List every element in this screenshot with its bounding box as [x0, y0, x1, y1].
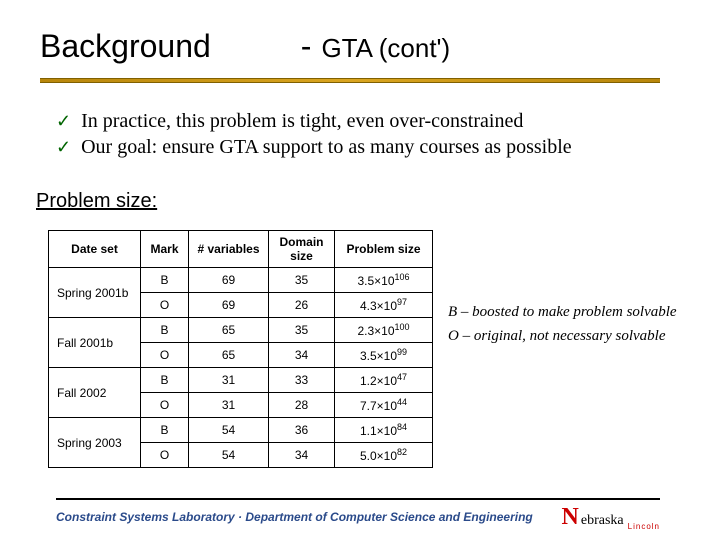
cell-dataset: Spring 2003 [49, 418, 141, 468]
th-dataset: Date set [49, 231, 141, 268]
cell-vars: 54 [189, 443, 269, 468]
cell-domain: 35 [269, 318, 335, 343]
cell-dataset: Fall 2001b [49, 318, 141, 368]
th-domain: Domain size [269, 231, 335, 268]
th-psize: Problem size [335, 231, 433, 268]
data-table: Date set Mark # variables Domain size Pr… [48, 230, 433, 468]
cell-domain: 34 [269, 343, 335, 368]
table-row: Fall 2001bB65352.3×10100 [49, 318, 433, 343]
cell-vars: 65 [189, 318, 269, 343]
checkmark-icon: ✓ [56, 110, 71, 133]
cell-vars: 69 [189, 293, 269, 318]
cell-domain: 26 [269, 293, 335, 318]
logo-text: ebraska [581, 513, 624, 529]
bullet-item: ✓ Our goal: ensure GTA support to as man… [56, 134, 690, 160]
cell-psize: 3.5×1099 [335, 343, 433, 368]
logo-lincoln: Lincoln [628, 522, 660, 531]
title-dash: - [301, 28, 312, 65]
cell-psize: 1.2×1047 [335, 368, 433, 393]
legend-b: B – boosted to make problem solvable [448, 300, 677, 324]
cell-domain: 36 [269, 418, 335, 443]
cell-psize: 2.3×10100 [335, 318, 433, 343]
footer-divider [56, 498, 660, 500]
legend-o: O – original, not necessary solvable [448, 324, 677, 348]
cell-domain: 33 [269, 368, 335, 393]
cell-mark: B [141, 418, 189, 443]
cell-mark: B [141, 268, 189, 293]
bullet-item: ✓ In practice, this problem is tight, ev… [56, 108, 690, 134]
bullet-list: ✓ In practice, this problem is tight, ev… [56, 108, 690, 160]
title-underline [40, 78, 660, 83]
bullet-text: In practice, this problem is tight, even… [81, 108, 523, 134]
section-label: Problem size: [36, 190, 157, 213]
cell-mark: B [141, 318, 189, 343]
checkmark-icon: ✓ [56, 136, 71, 159]
title-sub: GTA (cont') [321, 33, 450, 64]
cell-domain: 34 [269, 443, 335, 468]
table-row: Spring 2001bB69353.5×10106 [49, 268, 433, 293]
bullet-text: Our goal: ensure GTA support to as many … [81, 134, 572, 160]
footer-text: Constraint Systems Laboratory · Departme… [56, 510, 533, 524]
footer-logo: N ebraska Lincoln [562, 504, 660, 531]
cell-dataset: Fall 2002 [49, 368, 141, 418]
footer: Constraint Systems Laboratory · Departme… [56, 504, 660, 530]
cell-psize: 1.1×1084 [335, 418, 433, 443]
cell-mark: O [141, 443, 189, 468]
cell-psize: 4.3×1097 [335, 293, 433, 318]
cell-vars: 65 [189, 343, 269, 368]
cell-vars: 54 [189, 418, 269, 443]
cell-mark: O [141, 393, 189, 418]
table-header-row: Date set Mark # variables Domain size Pr… [49, 231, 433, 268]
cell-domain: 35 [269, 268, 335, 293]
slide-title: Background - GTA (cont') [40, 28, 680, 65]
cell-mark: O [141, 343, 189, 368]
table-row: Spring 2003B54361.1×1084 [49, 418, 433, 443]
cell-mark: B [141, 368, 189, 393]
legend: B – boosted to make problem solvable O –… [448, 300, 677, 348]
cell-vars: 31 [189, 368, 269, 393]
cell-vars: 31 [189, 393, 269, 418]
cell-psize: 5.0×1082 [335, 443, 433, 468]
title-main: Background [40, 28, 211, 65]
cell-domain: 28 [269, 393, 335, 418]
cell-dataset: Spring 2001b [49, 268, 141, 318]
th-vars: # variables [189, 231, 269, 268]
th-mark: Mark [141, 231, 189, 268]
cell-vars: 69 [189, 268, 269, 293]
logo-n: N [562, 504, 579, 531]
cell-mark: O [141, 293, 189, 318]
cell-psize: 3.5×10106 [335, 268, 433, 293]
table-row: Fall 2002B31331.2×1047 [49, 368, 433, 393]
cell-psize: 7.7×1044 [335, 393, 433, 418]
